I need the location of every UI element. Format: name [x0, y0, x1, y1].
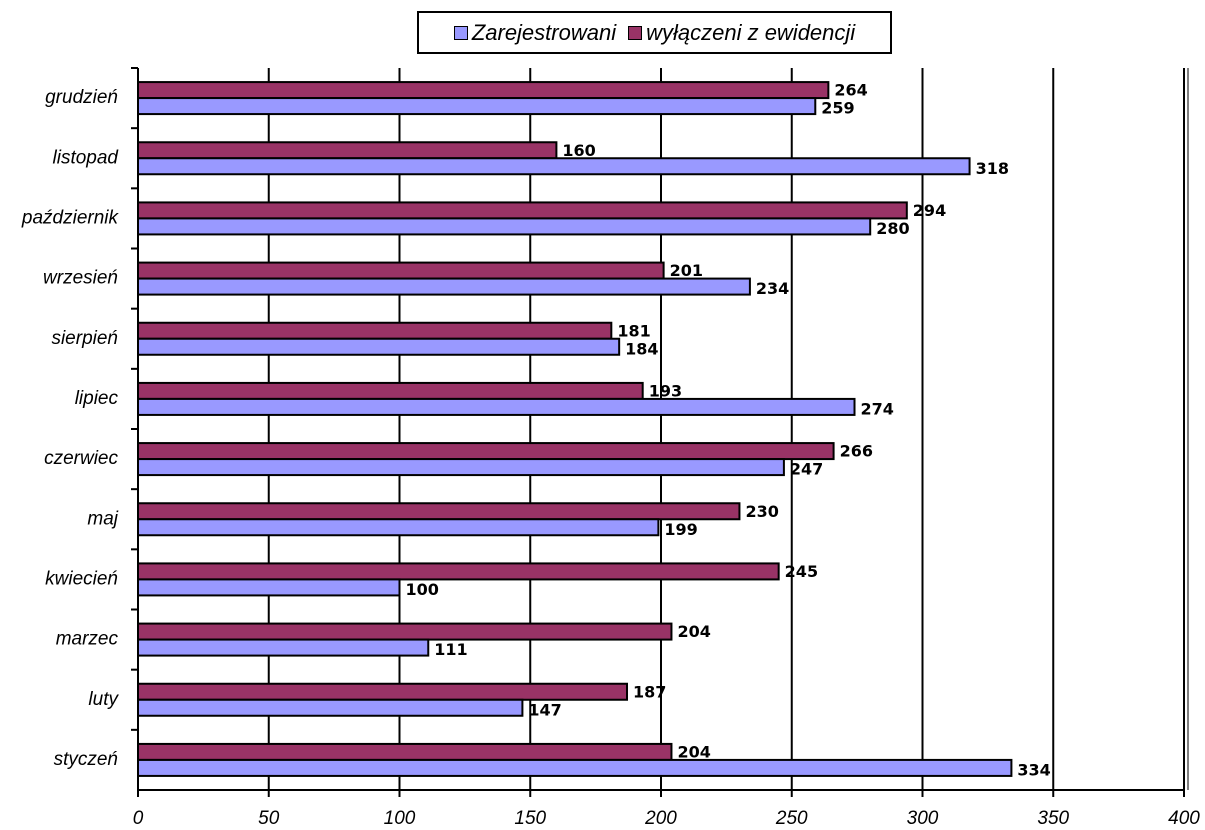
x-tick-label-350: 350 [1037, 808, 1069, 829]
legend-swatch-series-1 [453, 25, 468, 40]
category-label-8: wrzesień [43, 268, 118, 289]
x-tick-label-200: 200 [644, 808, 677, 829]
bar-series-2-3 [137, 562, 780, 581]
bar-series-2-11 [137, 81, 830, 100]
data-label-series-2-4: 230 [745, 502, 778, 521]
legend-label-series-1: Zarejestrowani [471, 19, 617, 45]
x-tick-label-100: 100 [384, 808, 416, 829]
data-label-series-1-6: 274 [861, 399, 894, 418]
bar-series-1-5 [137, 458, 785, 477]
legend-swatch-series-2 [628, 25, 643, 40]
legend-item-series-1: Zarejestrowani [453, 19, 617, 46]
bar-series-2-2 [137, 622, 673, 641]
bar-series-2-6 [137, 381, 644, 400]
data-label-series-2-5: 266 [840, 442, 873, 461]
bar-series-2-0 [137, 742, 673, 761]
data-label-series-2-6: 193 [649, 381, 682, 400]
data-label-series-1-3: 100 [406, 580, 439, 599]
bar-series-1-3 [137, 578, 401, 597]
data-label-series-1-1: 147 [528, 700, 561, 719]
data-label-series-1-2: 111 [434, 640, 467, 659]
category-label-3: kwiecień [45, 568, 118, 589]
data-label-series-1-7: 184 [625, 339, 658, 358]
bar-series-2-8 [137, 261, 665, 280]
bar-series-2-10 [137, 141, 558, 160]
data-label-series-2-0: 204 [677, 742, 710, 761]
data-label-series-1-0: 334 [1017, 760, 1050, 779]
legend-item-series-2: wyłączeni z ewidencji [628, 20, 855, 46]
x-tick-label-50: 50 [258, 808, 280, 829]
bar-series-2-9 [137, 201, 908, 220]
data-label-series-2-1: 187 [633, 682, 666, 701]
x-tick-label-150: 150 [514, 808, 546, 829]
bar-series-2-4 [137, 502, 741, 521]
x-tick-label-300: 300 [907, 808, 939, 829]
category-label-4: maj [87, 508, 118, 529]
bar-series-1-9 [137, 217, 872, 236]
bar-series-1-7 [137, 337, 621, 356]
category-label-9: październik [21, 207, 120, 228]
bar-series-1-10 [137, 157, 971, 176]
x-tick-label-250: 250 [775, 808, 808, 829]
data-label-series-2-10: 160 [562, 141, 595, 160]
tick-labels: 0 50 100 150 200 250 300 350 400 [133, 808, 1201, 829]
gridlines [267, 68, 1189, 790]
x-tick-label-0: 0 [133, 808, 144, 829]
category-label-7: sierpień [51, 328, 118, 349]
data-label-series-2-11: 264 [834, 81, 867, 100]
bar-series-1-1 [137, 698, 524, 717]
category-label-1: luty [88, 689, 119, 710]
axes [131, 67, 1185, 797]
category-label-2: marzec [56, 629, 119, 650]
legend-label-series-2: wyłączeni z ewidencji [646, 19, 856, 45]
data-label-series-2-2: 204 [677, 622, 710, 641]
bar-series-2-7 [137, 321, 613, 340]
bar-series-1-8 [137, 277, 751, 296]
bar-series-1-2 [137, 638, 430, 657]
category-labels: styczeń luty marzec kwiecień maj czerwiec lipi… [21, 87, 120, 770]
bar-series-1-0 [137, 758, 1013, 777]
data-label-series-2-7: 181 [617, 321, 650, 340]
category-label-6: lipiec [75, 388, 119, 409]
data-label-series-1-5: 247 [790, 460, 823, 479]
x-tick-label-400: 400 [1168, 808, 1200, 829]
data-label-series-2-8: 201 [670, 261, 703, 280]
data-label-series-1-8: 234 [756, 279, 789, 298]
legend: Zarejestrowani wyłączeni z ewidencji [417, 11, 892, 54]
data-label-series-1-11: 259 [821, 99, 854, 118]
bar-series-1-6 [137, 397, 856, 416]
bar-series-1-11 [137, 97, 817, 116]
data-labels: 204 334 187 147 204 111 245 100 230 199 266 247 193 2… [406, 81, 1051, 780]
data-label-series-2-9: 294 [913, 201, 946, 220]
category-label-11: grudzień [45, 87, 118, 108]
data-label-series-1-4: 199 [664, 520, 697, 539]
data-label-series-2-3: 245 [785, 562, 818, 581]
category-label-10: listopad [53, 147, 120, 168]
data-label-series-1-9: 280 [876, 219, 909, 238]
category-label-5: czerwiec [44, 448, 118, 469]
category-label-0: styczeń [54, 749, 118, 770]
bar-series-1-4 [137, 518, 660, 537]
bar-series-2-5 [137, 442, 835, 461]
data-label-series-1-10: 318 [976, 159, 1009, 178]
bar-series-2-1 [137, 682, 629, 701]
